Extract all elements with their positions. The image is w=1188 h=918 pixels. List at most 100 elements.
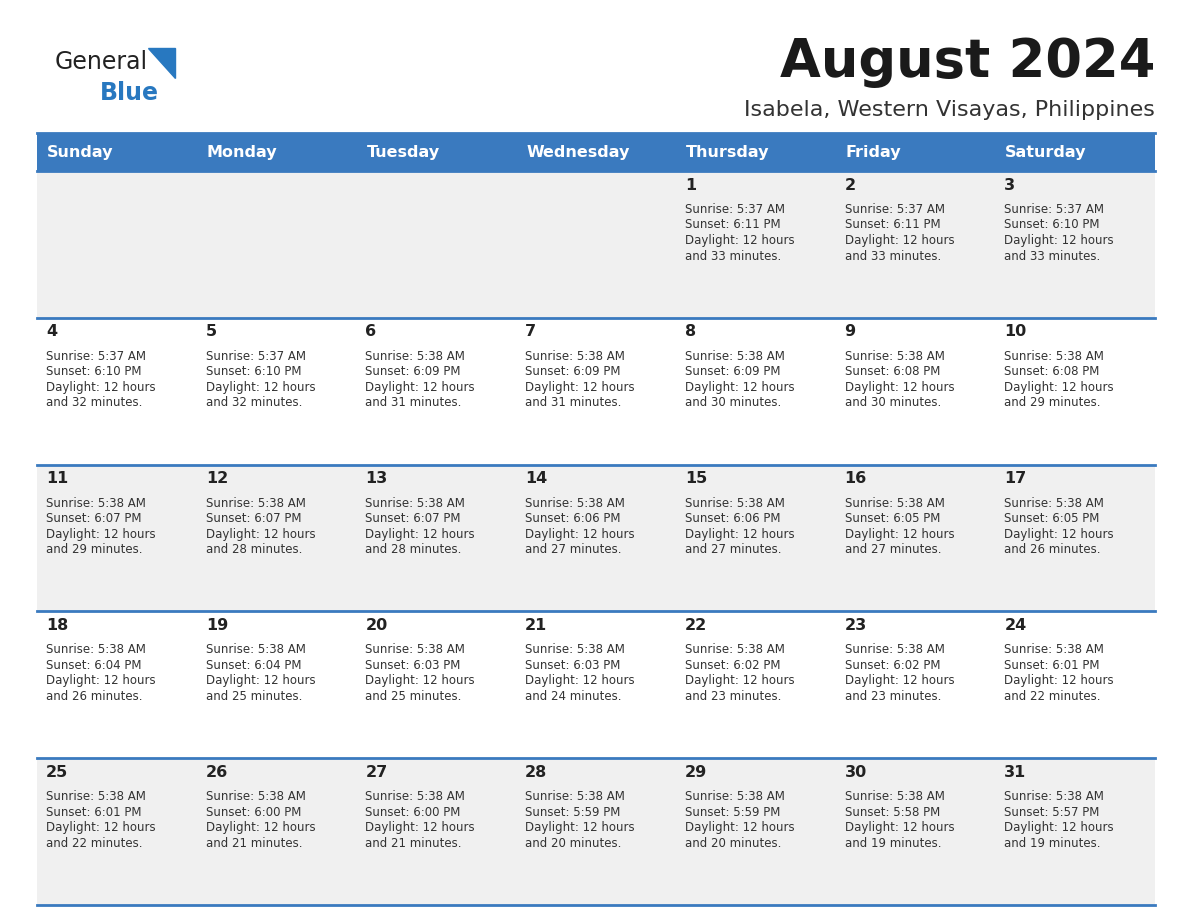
Text: 8: 8 (684, 324, 696, 340)
Text: Sunrise: 5:37 AM: Sunrise: 5:37 AM (46, 350, 146, 363)
Text: Sunrise: 5:38 AM: Sunrise: 5:38 AM (366, 790, 466, 803)
Text: 11: 11 (46, 471, 68, 487)
Text: 28: 28 (525, 765, 548, 779)
FancyBboxPatch shape (37, 611, 1155, 758)
Text: Sunset: 6:04 PM: Sunset: 6:04 PM (206, 659, 302, 672)
Text: Blue: Blue (100, 81, 159, 105)
Text: Monday: Monday (207, 144, 277, 160)
Text: Sunrise: 5:38 AM: Sunrise: 5:38 AM (46, 790, 146, 803)
Text: and 33 minutes.: and 33 minutes. (845, 250, 941, 263)
Text: Sunset: 6:07 PM: Sunset: 6:07 PM (366, 512, 461, 525)
Text: 26: 26 (206, 765, 228, 779)
Text: and 27 minutes.: and 27 minutes. (525, 543, 621, 556)
Text: Sunrise: 5:38 AM: Sunrise: 5:38 AM (845, 350, 944, 363)
Text: Sunset: 6:09 PM: Sunset: 6:09 PM (366, 365, 461, 378)
Text: Daylight: 12 hours: Daylight: 12 hours (46, 381, 156, 394)
Text: and 25 minutes.: and 25 minutes. (206, 690, 302, 703)
Text: Daylight: 12 hours: Daylight: 12 hours (206, 822, 315, 834)
Text: 9: 9 (845, 324, 855, 340)
Text: and 29 minutes.: and 29 minutes. (46, 543, 143, 556)
Text: Daylight: 12 hours: Daylight: 12 hours (845, 528, 954, 541)
Text: Daylight: 12 hours: Daylight: 12 hours (684, 675, 795, 688)
Text: and 25 minutes.: and 25 minutes. (366, 690, 462, 703)
Text: 30: 30 (845, 765, 867, 779)
Text: Sunrise: 5:38 AM: Sunrise: 5:38 AM (845, 790, 944, 803)
Text: 17: 17 (1004, 471, 1026, 487)
Text: and 24 minutes.: and 24 minutes. (525, 690, 621, 703)
Text: and 28 minutes.: and 28 minutes. (206, 543, 302, 556)
Text: Daylight: 12 hours: Daylight: 12 hours (366, 381, 475, 394)
Text: and 22 minutes.: and 22 minutes. (1004, 690, 1101, 703)
Text: and 32 minutes.: and 32 minutes. (206, 397, 302, 409)
Text: Daylight: 12 hours: Daylight: 12 hours (206, 675, 315, 688)
Text: and 21 minutes.: and 21 minutes. (206, 836, 302, 850)
Text: and 29 minutes.: and 29 minutes. (1004, 397, 1101, 409)
Text: General: General (55, 50, 148, 74)
Text: Daylight: 12 hours: Daylight: 12 hours (684, 234, 795, 247)
Text: Sunrise: 5:38 AM: Sunrise: 5:38 AM (684, 790, 785, 803)
Text: Daylight: 12 hours: Daylight: 12 hours (684, 381, 795, 394)
Text: Sunset: 6:02 PM: Sunset: 6:02 PM (845, 659, 940, 672)
Text: and 23 minutes.: and 23 minutes. (845, 690, 941, 703)
Text: Sunrise: 5:37 AM: Sunrise: 5:37 AM (206, 350, 305, 363)
Text: Sunset: 6:09 PM: Sunset: 6:09 PM (684, 365, 781, 378)
Text: and 19 minutes.: and 19 minutes. (845, 836, 941, 850)
Text: Sunset: 6:00 PM: Sunset: 6:00 PM (366, 806, 461, 819)
Text: 31: 31 (1004, 765, 1026, 779)
Text: Daylight: 12 hours: Daylight: 12 hours (1004, 234, 1114, 247)
Text: Daylight: 12 hours: Daylight: 12 hours (845, 234, 954, 247)
Text: Daylight: 12 hours: Daylight: 12 hours (366, 822, 475, 834)
Text: Isabela, Western Visayas, Philippines: Isabela, Western Visayas, Philippines (744, 100, 1155, 120)
Text: 21: 21 (525, 618, 548, 633)
Text: Sunset: 6:06 PM: Sunset: 6:06 PM (684, 512, 781, 525)
Text: Sunset: 6:03 PM: Sunset: 6:03 PM (366, 659, 461, 672)
Text: Sunset: 6:06 PM: Sunset: 6:06 PM (525, 512, 620, 525)
Text: Sunset: 6:05 PM: Sunset: 6:05 PM (1004, 512, 1100, 525)
Text: Sunset: 6:10 PM: Sunset: 6:10 PM (1004, 218, 1100, 231)
Text: Sunrise: 5:38 AM: Sunrise: 5:38 AM (684, 497, 785, 509)
Polygon shape (148, 48, 175, 78)
Text: 29: 29 (684, 765, 707, 779)
Text: Sunrise: 5:38 AM: Sunrise: 5:38 AM (525, 350, 625, 363)
Text: Sunrise: 5:38 AM: Sunrise: 5:38 AM (684, 644, 785, 656)
Text: and 27 minutes.: and 27 minutes. (684, 543, 782, 556)
Text: Sunrise: 5:38 AM: Sunrise: 5:38 AM (525, 644, 625, 656)
Text: Sunrise: 5:38 AM: Sunrise: 5:38 AM (46, 497, 146, 509)
Text: Sunrise: 5:38 AM: Sunrise: 5:38 AM (845, 644, 944, 656)
Text: Daylight: 12 hours: Daylight: 12 hours (46, 675, 156, 688)
Text: Daylight: 12 hours: Daylight: 12 hours (845, 381, 954, 394)
Text: Daylight: 12 hours: Daylight: 12 hours (366, 528, 475, 541)
Text: Daylight: 12 hours: Daylight: 12 hours (46, 528, 156, 541)
Text: and 31 minutes.: and 31 minutes. (366, 397, 462, 409)
Text: 6: 6 (366, 324, 377, 340)
Text: Daylight: 12 hours: Daylight: 12 hours (206, 528, 315, 541)
Text: Sunset: 6:00 PM: Sunset: 6:00 PM (206, 806, 301, 819)
Text: 10: 10 (1004, 324, 1026, 340)
Text: 18: 18 (46, 618, 68, 633)
Text: and 30 minutes.: and 30 minutes. (684, 397, 781, 409)
Text: Sunset: 6:01 PM: Sunset: 6:01 PM (1004, 659, 1100, 672)
Text: Sunrise: 5:38 AM: Sunrise: 5:38 AM (206, 497, 305, 509)
Text: Sunset: 6:02 PM: Sunset: 6:02 PM (684, 659, 781, 672)
Text: Daylight: 12 hours: Daylight: 12 hours (525, 381, 634, 394)
Text: Sunrise: 5:38 AM: Sunrise: 5:38 AM (684, 350, 785, 363)
Text: 23: 23 (845, 618, 867, 633)
Text: Sunrise: 5:38 AM: Sunrise: 5:38 AM (1004, 350, 1104, 363)
Text: and 30 minutes.: and 30 minutes. (845, 397, 941, 409)
Text: and 19 minutes.: and 19 minutes. (1004, 836, 1101, 850)
Text: Sunrise: 5:38 AM: Sunrise: 5:38 AM (46, 644, 146, 656)
Text: Saturday: Saturday (1005, 144, 1087, 160)
Text: 24: 24 (1004, 618, 1026, 633)
Text: Sunset: 6:07 PM: Sunset: 6:07 PM (206, 512, 302, 525)
Text: Sunrise: 5:38 AM: Sunrise: 5:38 AM (845, 497, 944, 509)
Text: and 27 minutes.: and 27 minutes. (845, 543, 941, 556)
Text: Sunset: 5:59 PM: Sunset: 5:59 PM (525, 806, 620, 819)
Text: Sunday: Sunday (48, 144, 114, 160)
Text: and 26 minutes.: and 26 minutes. (46, 690, 143, 703)
Text: Sunset: 5:58 PM: Sunset: 5:58 PM (845, 806, 940, 819)
FancyBboxPatch shape (37, 465, 1155, 611)
Text: Sunrise: 5:38 AM: Sunrise: 5:38 AM (206, 644, 305, 656)
Text: Sunset: 6:01 PM: Sunset: 6:01 PM (46, 806, 141, 819)
Text: Tuesday: Tuesday (366, 144, 440, 160)
Text: Sunrise: 5:37 AM: Sunrise: 5:37 AM (684, 203, 785, 216)
